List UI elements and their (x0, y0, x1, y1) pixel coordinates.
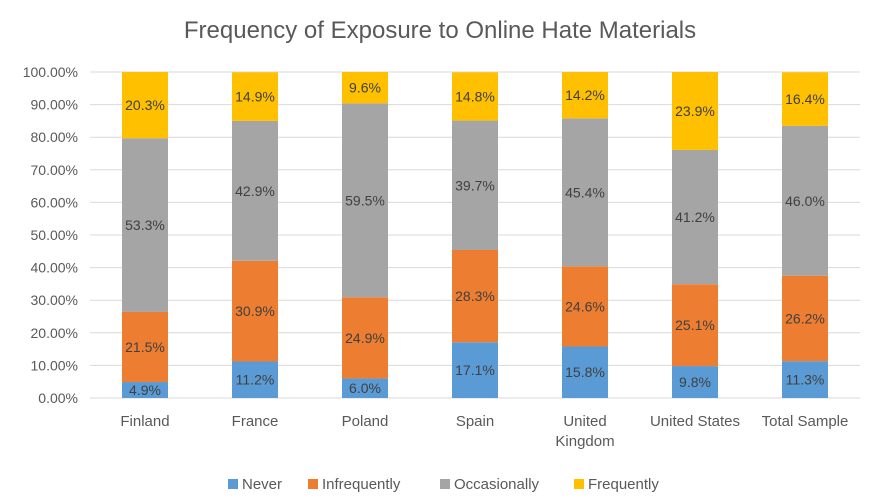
bar-segment-infrequently (232, 260, 278, 362)
x-category-label: Finland (120, 413, 169, 430)
data-label: 14.9% (235, 89, 275, 105)
y-tick-label: 50.00% (31, 227, 78, 243)
data-label: 42.9% (235, 183, 275, 199)
bar-segment-never (122, 382, 168, 398)
bar-segment-frequently (672, 72, 718, 150)
bar-segment-frequently (342, 72, 388, 104)
bar-segment-never (342, 378, 388, 398)
bar-segment-occasionally (672, 149, 718, 285)
bar-segment-occasionally (122, 138, 168, 312)
data-label: 9.6% (349, 80, 381, 96)
bar-segment-occasionally (562, 118, 608, 267)
x-category-label: Spain (456, 413, 494, 430)
bar-segment-infrequently (342, 297, 388, 379)
data-label: 11.3% (786, 372, 825, 388)
data-label: 9.8% (679, 374, 711, 390)
x-category-label: United States (650, 413, 740, 430)
data-label: 28.3% (455, 288, 495, 304)
y-axis-ticks: 0.00% 10.00% 20.00% 30.00% 40.00% 50.00% 60.00… (23, 64, 78, 406)
data-label: 39.7% (455, 177, 495, 193)
x-axis-categories: Finland France Poland Spain United Kingdom Uni… (120, 413, 848, 450)
y-tick-label: 10.00% (31, 357, 78, 373)
data-label: 26.2% (785, 310, 825, 326)
data-label: 4.9% (129, 382, 161, 398)
y-tick-label: 0.00% (38, 390, 78, 406)
y-tick-label: 20.00% (31, 325, 78, 341)
legend-label-occasionally: Occasionally (454, 476, 540, 493)
data-label: 14.8% (455, 88, 495, 104)
data-label: 25.1% (675, 317, 715, 333)
legend-swatch-never (228, 479, 238, 489)
data-label: 16.4% (785, 91, 825, 107)
data-label: 24.9% (345, 330, 385, 346)
legend-swatch-infrequently (308, 479, 318, 489)
y-tick-label: 40.00% (31, 260, 78, 276)
data-label: 21.5% (125, 339, 165, 355)
data-label: 11.2% (236, 372, 275, 388)
bar-segment-infrequently (452, 249, 498, 343)
legend-label-frequently: Frequently (588, 476, 659, 493)
x-category-label: Poland (342, 413, 389, 430)
bar-segment-frequently (232, 72, 278, 121)
data-label: 53.3% (125, 217, 165, 233)
x-category-label: Kingdom (555, 433, 614, 450)
data-label: 17.1% (455, 362, 495, 378)
x-category-label: Total Sample (762, 413, 849, 430)
data-label: 59.5% (345, 192, 385, 208)
bar-segment-never (232, 361, 278, 398)
data-label: 45.4% (565, 184, 605, 200)
bar-segment-frequently (782, 72, 828, 126)
bar-segment-occasionally (342, 103, 388, 298)
bar-segment-never (672, 366, 718, 398)
y-tick-label: 80.00% (31, 129, 78, 145)
bar-segment-occasionally (782, 125, 828, 276)
data-label: 14.2% (565, 87, 605, 103)
bar-segment-never (782, 361, 828, 398)
legend-label-infrequently: Infrequently (322, 476, 401, 493)
legend-label-never: Never (242, 476, 282, 493)
y-tick-label: 60.00% (31, 194, 78, 210)
bar-segment-frequently (452, 72, 498, 121)
bar-segment-occasionally (232, 120, 278, 261)
bar-segment-infrequently (562, 266, 608, 347)
bar-segment-infrequently (122, 311, 168, 383)
legend-swatch-frequently (574, 479, 584, 489)
bar-segment-occasionally (452, 120, 498, 250)
bar-segment-never (562, 346, 608, 398)
legend: Never Infrequently Occasionally Frequently (228, 476, 659, 493)
data-label: 23.9% (675, 103, 715, 119)
legend-swatch-occasionally (440, 479, 450, 489)
bars (122, 72, 828, 398)
bar-segment-frequently (562, 72, 608, 119)
x-category-label: France (232, 413, 279, 430)
y-tick-label: 90.00% (31, 97, 78, 113)
x-category-label: United (563, 413, 606, 430)
y-tick-label: 70.00% (31, 162, 78, 178)
data-label: 41.2% (675, 209, 715, 225)
bar-segment-infrequently (672, 284, 718, 367)
data-label: 6.0% (349, 380, 381, 396)
bar-segment-infrequently (782, 275, 828, 362)
bar-segment-never (452, 342, 498, 398)
data-label: 30.9% (235, 303, 275, 319)
bar-segment-frequently (122, 72, 168, 139)
y-tick-label: 100.00% (23, 64, 78, 80)
data-label: 20.3% (125, 97, 165, 113)
y-tick-label: 30.00% (31, 292, 78, 308)
data-labels: 4.9% 21.5% 53.3% 20.3% 11.2% 30.9% 42.9% 14.9% 6… (125, 80, 825, 398)
chart-title: Frequency of Exposure to Online Hate Mat… (184, 17, 696, 44)
data-label: 46.0% (785, 193, 825, 209)
data-label: 24.6% (565, 298, 605, 314)
data-label: 15.8% (565, 364, 605, 380)
